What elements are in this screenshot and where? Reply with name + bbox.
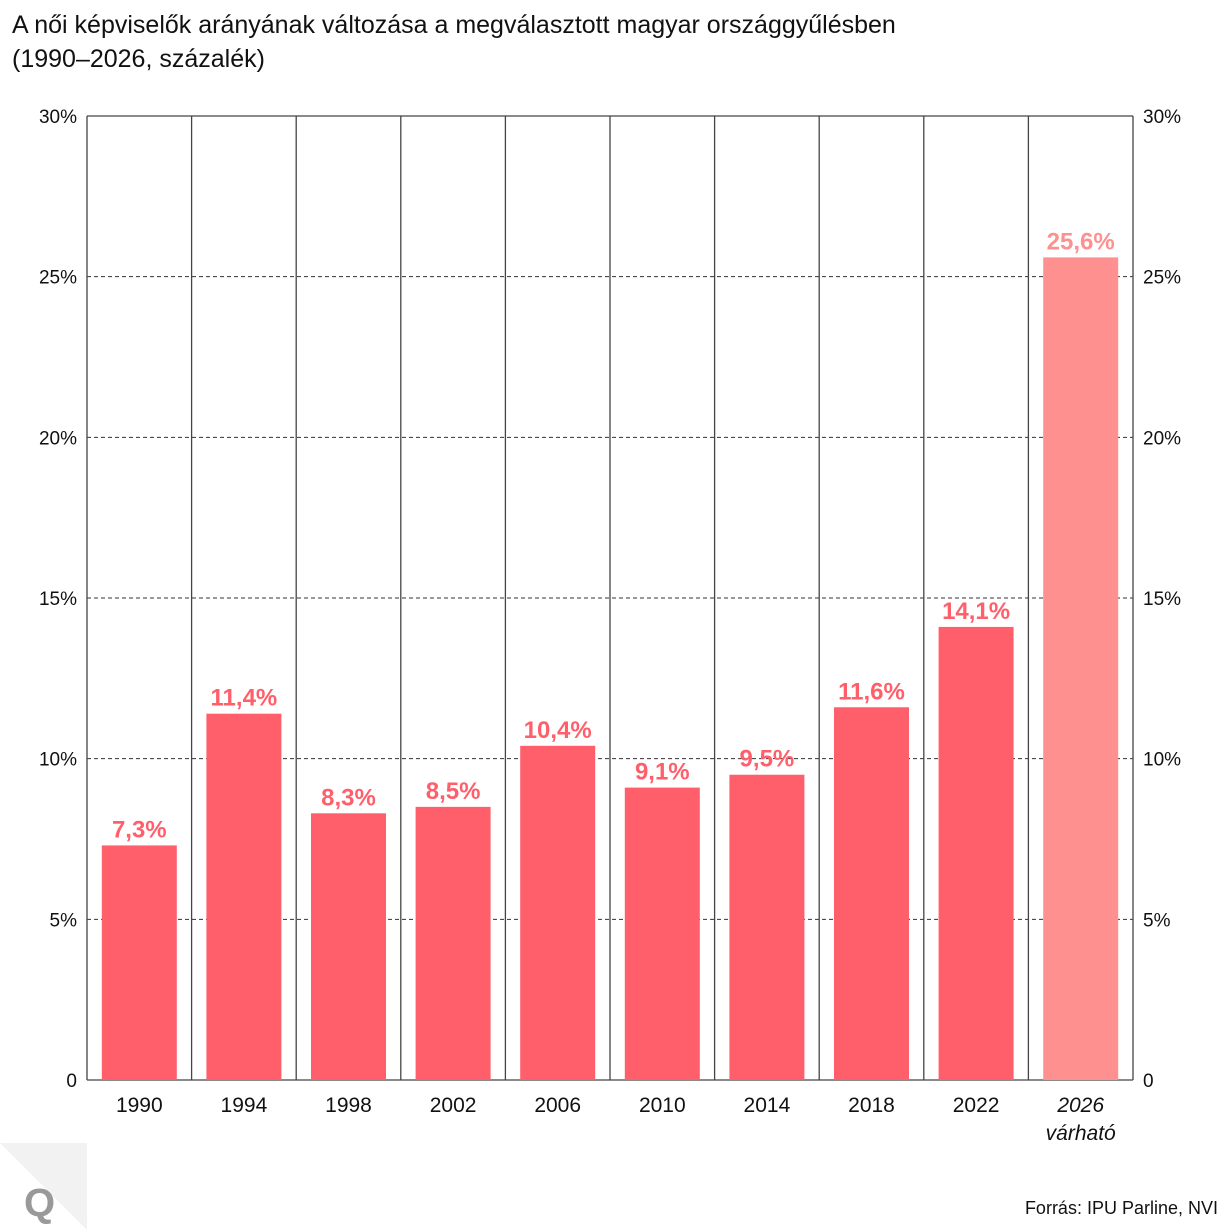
y-tick-label-left: 5% bbox=[50, 910, 78, 931]
logo: Q bbox=[0, 1143, 87, 1230]
y-tick-label-right: 10% bbox=[1143, 750, 1181, 771]
data-label: 8,3% bbox=[321, 784, 376, 811]
data-label: 7,3% bbox=[112, 816, 167, 843]
y-tick-label-left: 20% bbox=[39, 428, 77, 449]
data-label: 11,4% bbox=[211, 685, 278, 712]
y-tick-label-right: 0 bbox=[1143, 1071, 1154, 1092]
bar bbox=[520, 745, 596, 1080]
x-tick-label: 1990 bbox=[116, 1094, 163, 1117]
data-label: 11,6% bbox=[838, 678, 905, 705]
x-tick-label: 2018 bbox=[848, 1094, 895, 1117]
bar bbox=[311, 813, 386, 1080]
y-tick-label-right: 25% bbox=[1143, 268, 1181, 289]
data-label: 25,6% bbox=[1047, 228, 1115, 255]
bar bbox=[938, 626, 1014, 1080]
x-tick-label: 2026 bbox=[1056, 1094, 1104, 1117]
y-tick-label-left: 15% bbox=[39, 589, 77, 610]
x-tick-sublabel: várható bbox=[1046, 1122, 1116, 1145]
x-tick-label: 1998 bbox=[325, 1094, 372, 1117]
source-note: Forrás: IPU Parline, NVI bbox=[1024, 1198, 1218, 1218]
bar bbox=[101, 845, 177, 1080]
y-tick-label-left: 25% bbox=[39, 268, 77, 289]
bar bbox=[729, 774, 805, 1080]
y-tick-label-right: 20% bbox=[1143, 428, 1181, 449]
bar bbox=[1043, 257, 1119, 1080]
data-label: 10,4% bbox=[524, 717, 592, 744]
y-tick-label-right: 30% bbox=[1143, 107, 1181, 128]
data-label: 9,5% bbox=[740, 746, 795, 773]
x-tick-label: 2006 bbox=[534, 1094, 581, 1117]
title-line-2: (1990–2026, százalék) bbox=[12, 45, 265, 73]
x-tick-label: 2014 bbox=[744, 1094, 791, 1117]
bar bbox=[624, 787, 700, 1080]
svg-text:Q: Q bbox=[24, 1181, 55, 1225]
y-tick-label-left: 30% bbox=[39, 107, 77, 128]
x-tick-label: 1994 bbox=[221, 1094, 268, 1117]
logo-icon: Q bbox=[0, 1143, 87, 1230]
data-label: 14,1% bbox=[942, 598, 1010, 625]
x-tick-label: 2022 bbox=[953, 1094, 1000, 1117]
data-label: 9,1% bbox=[635, 759, 690, 786]
data-label: 8,5% bbox=[426, 778, 481, 805]
bar bbox=[206, 713, 282, 1080]
title-line-1: A női képviselők arányának változása a m… bbox=[12, 11, 896, 39]
y-tick-label-left: 0 bbox=[66, 1071, 77, 1092]
bar bbox=[415, 806, 491, 1080]
x-tick-label: 2010 bbox=[639, 1094, 686, 1117]
x-tick-label: 2002 bbox=[430, 1094, 477, 1117]
y-tick-label-right: 15% bbox=[1143, 589, 1181, 610]
y-tick-label-right: 5% bbox=[1143, 910, 1171, 931]
bar bbox=[834, 707, 909, 1080]
y-tick-label-left: 10% bbox=[39, 750, 77, 771]
chart-title: A női képviselők arányának változása a m… bbox=[12, 8, 1212, 76]
